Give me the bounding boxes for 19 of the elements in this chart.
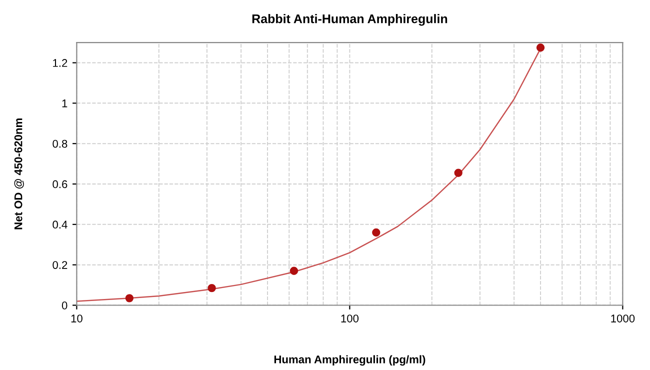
x-tick-label: 10	[71, 314, 82, 322]
x-axis-title: Human Amphiregulin (pg/ml)	[274, 355, 426, 366]
y-tick-label: 1.2	[53, 59, 68, 67]
x-tick-label: 100	[341, 314, 359, 322]
y-tick-label: 0.4	[52, 220, 68, 229]
point	[536, 44, 545, 52]
x-tick-label: 1000	[611, 314, 635, 322]
point	[208, 284, 216, 292]
point	[125, 294, 134, 302]
y-tick-label: 0.2	[52, 261, 68, 269]
y-tick-label: 0.8	[52, 140, 68, 148]
y-axis-title: Net OD @ 450-620nm	[14, 118, 24, 230]
point	[372, 228, 380, 237]
point	[290, 266, 298, 275]
chart-title: Rabbit Anti-Human Amphiregulin	[252, 14, 448, 26]
point	[454, 168, 462, 177]
y-tick-label: 1	[62, 100, 68, 108]
y-tick-label: 0	[62, 302, 68, 310]
y-tick-label: 0.6	[52, 180, 68, 188]
